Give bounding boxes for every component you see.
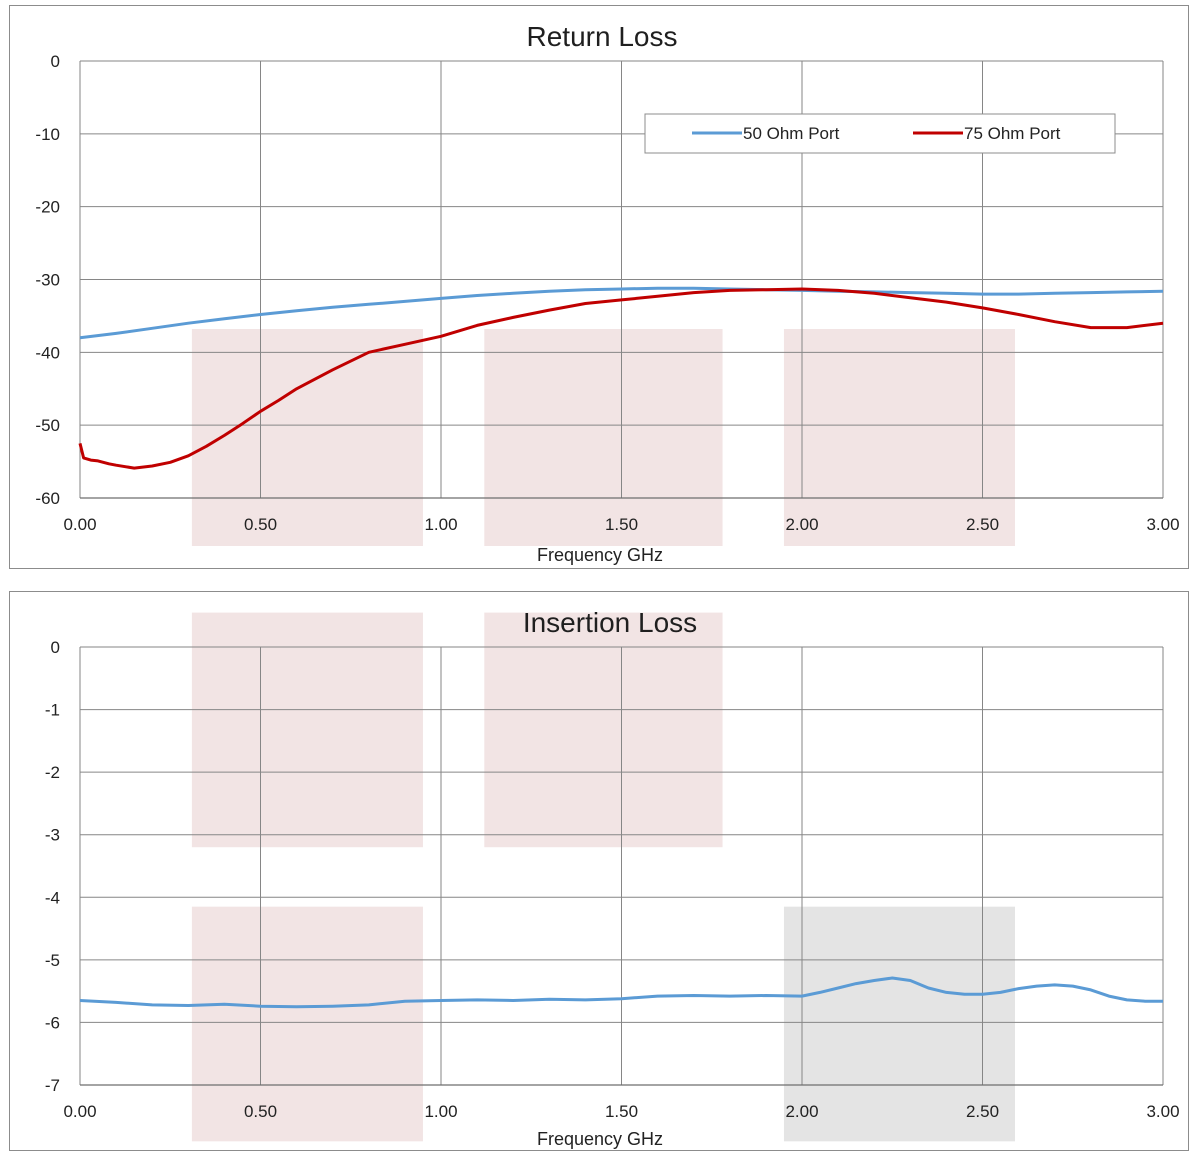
legend: 50 Ohm Port 75 Ohm Port — [644, 113, 1116, 154]
insertion-loss-chart-panel: 0 -1 -2 -3 -4 -5 -6 -7 0.00 0.50 1.00 1.50 2.00 2.50… — [9, 591, 1189, 1151]
x-tick-label: 1.50 — [605, 515, 638, 534]
x-tick-label: 0.00 — [63, 515, 96, 534]
legend-label-75-ohm: 75 Ohm Port — [964, 124, 1061, 143]
y-tick-label: 0 — [51, 638, 60, 657]
x-tick-label: 2.00 — [785, 1102, 818, 1121]
y-tick-label: 0 — [51, 52, 60, 71]
y-tick-label: -60 — [35, 489, 60, 508]
y-tick-label: -5 — [45, 951, 60, 970]
y-tick-label: -20 — [35, 198, 60, 217]
x-tick-label: 2.50 — [966, 1102, 999, 1121]
y-tick-label: -4 — [45, 888, 60, 907]
highlight-band — [484, 329, 723, 546]
y-tick-label: -2 — [45, 763, 60, 782]
chart-title: Return Loss — [527, 21, 678, 52]
x-tick-label: 0.50 — [244, 1102, 277, 1121]
y-tick-label: -7 — [45, 1076, 60, 1095]
series-line-0 — [79, 286, 1164, 340]
insertion-loss-chart: 0 -1 -2 -3 -4 -5 -6 -7 0.00 0.50 1.00 1.50 2.00 2.50… — [45, 607, 1180, 1149]
chart-title: Insertion Loss — [523, 607, 697, 638]
highlight-band — [783, 906, 1015, 1142]
x-tick-label: 0.00 — [63, 1102, 96, 1121]
legend-label-50-ohm: 50 Ohm Port — [743, 124, 840, 143]
y-tick-label: -1 — [45, 701, 60, 720]
highlight-band — [484, 612, 723, 848]
series-line-0 — [79, 976, 1163, 1009]
return-loss-chart: 0 -10 -20 -30 -40 -50 -60 0.00 0.50 1.00 1.50 2.00… — [35, 21, 1179, 565]
x-axis-label: Frequency GHz — [537, 545, 663, 565]
y-tick-label: -50 — [35, 416, 60, 435]
x-tick-label: 2.00 — [785, 515, 818, 534]
y-tick-label: -3 — [45, 826, 60, 845]
x-tick-label: 3.00 — [1146, 1102, 1179, 1121]
return-loss-chart-panel: 0 -10 -20 -30 -40 -50 -60 0.00 0.50 1.00 1.50 2.00… — [9, 5, 1189, 569]
highlight-band — [783, 329, 1015, 546]
highlight-band — [191, 906, 423, 1142]
x-tick-label: 1.50 — [605, 1102, 638, 1121]
x-tick-label: 0.50 — [244, 515, 277, 534]
highlight-band — [191, 612, 423, 848]
y-tick-label: -6 — [45, 1013, 60, 1032]
y-tick-label: -30 — [35, 271, 60, 290]
x-tick-label: 1.00 — [424, 515, 457, 534]
x-axis-label: Frequency GHz — [537, 1129, 663, 1149]
highlight-band — [191, 329, 423, 546]
y-tick-label: -40 — [35, 343, 60, 362]
x-tick-label: 1.00 — [424, 1102, 457, 1121]
x-tick-label: 3.00 — [1146, 515, 1179, 534]
series-line-1 — [78, 287, 1164, 470]
y-tick-label: -10 — [35, 125, 60, 144]
x-tick-label: 2.50 — [966, 515, 999, 534]
